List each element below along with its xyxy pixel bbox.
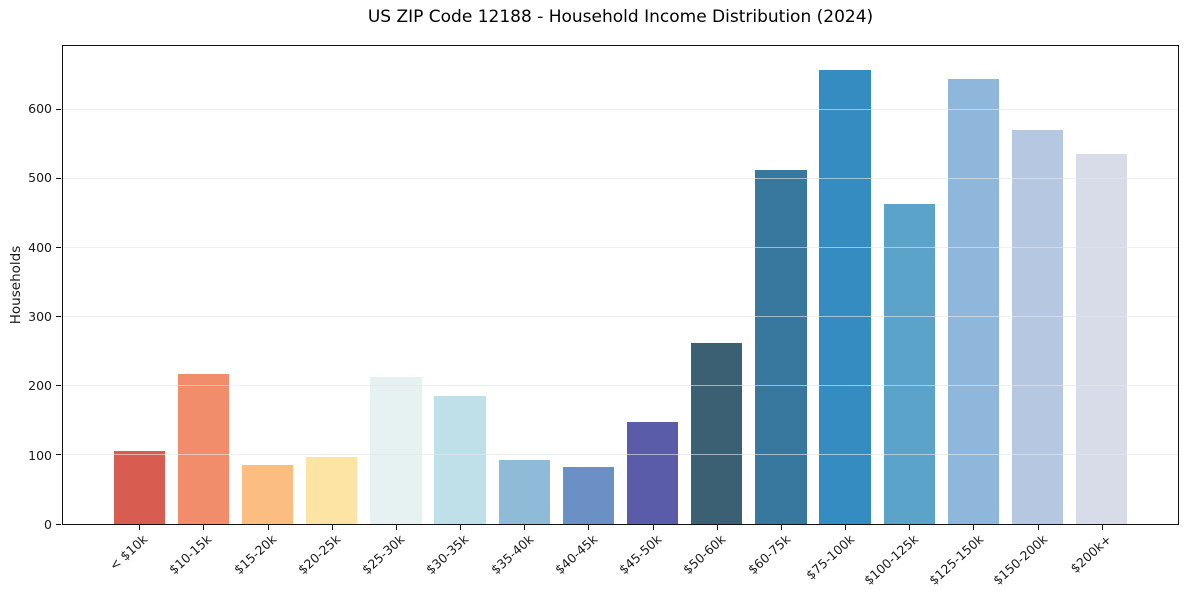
y-tick-label: 300 (28, 308, 52, 324)
y-tick-label: 200 (28, 378, 52, 394)
x-tick-mark (395, 525, 397, 530)
x-tick-mark (845, 525, 847, 530)
gridline (63, 108, 1178, 110)
x-tick-mark (460, 525, 462, 530)
x-tick-label: $150-200k (989, 531, 1050, 588)
gridline (63, 315, 1178, 317)
gridline (63, 177, 1178, 179)
y-tick-label: 100 (28, 447, 52, 463)
gridline (63, 246, 1178, 248)
bar (370, 376, 422, 524)
bar (498, 460, 550, 524)
x-tick-mark (780, 525, 782, 530)
bar (626, 422, 679, 524)
x-tick-label: $200k+ (1067, 531, 1115, 576)
y-tick-label: 500 (28, 170, 52, 186)
bar (177, 374, 230, 524)
x-tick-label: $35-40k (487, 531, 536, 578)
y-axis-tick-labels: 0 100 200 300 400 500 600 (0, 45, 62, 530)
bar (947, 79, 999, 524)
x-tick-mark (716, 525, 718, 530)
x-tick-mark (909, 525, 911, 530)
x-axis-tick-labels: < $10k $10-15k $15-20k $20-25k $25-30k $30-35… (62, 532, 1179, 590)
y-tick-label: 600 (28, 100, 52, 116)
y-tick-mark (56, 385, 61, 387)
x-tick-mark (1037, 525, 1039, 530)
x-tick-label: $25-30k (358, 531, 408, 578)
bar (434, 396, 486, 524)
bar (755, 170, 807, 524)
y-tick-mark (56, 247, 61, 249)
x-tick-label: $100-125k (861, 531, 922, 588)
x-tick-mark (973, 525, 975, 530)
x-tick-mark (331, 525, 333, 530)
bar (1011, 130, 1064, 524)
bar (306, 457, 358, 524)
x-tick-label: $30-35k (423, 531, 472, 578)
y-tick-mark (56, 178, 61, 180)
y-tick-mark (56, 454, 61, 456)
x-tick-label: $15-20k (230, 531, 279, 578)
bar (562, 466, 615, 524)
bar (691, 343, 743, 524)
x-tick-mark (139, 525, 141, 530)
x-tick-label: $50-60k (680, 531, 729, 578)
x-tick-label: $75-100k (802, 531, 858, 583)
chart-title: US ZIP Code 12188 - Household Income Dis… (367, 7, 874, 27)
x-tick-mark (203, 525, 205, 530)
bar (819, 69, 871, 524)
x-tick-mark (652, 525, 654, 530)
x-tick-label: $45-50k (616, 531, 665, 578)
x-tick-mark (267, 525, 269, 530)
plot-area (56, 45, 1179, 530)
bar (241, 465, 294, 524)
bar (883, 203, 935, 524)
y-tick-label: 400 (28, 239, 52, 255)
x-tick-mark (524, 525, 526, 530)
gridline (63, 384, 1178, 386)
x-tick-label: $20-25k (294, 531, 343, 578)
x-tick-label: $60-75k (744, 531, 793, 578)
x-tick-mark (588, 525, 590, 530)
bar (113, 450, 165, 524)
x-tick-label: $125-150k (925, 531, 986, 588)
x-tick-label: $40-45k (551, 531, 601, 578)
x-tick-label: < $10k (106, 531, 151, 574)
bar (1075, 154, 1128, 524)
x-tick-label: $10-15k (166, 531, 215, 578)
y-tick-mark (56, 109, 61, 111)
y-tick-mark (56, 523, 61, 525)
y-tick-mark (56, 316, 61, 318)
gridline (63, 453, 1178, 455)
x-tick-mark (1101, 525, 1103, 530)
y-tick-label: 0 (44, 517, 52, 532)
